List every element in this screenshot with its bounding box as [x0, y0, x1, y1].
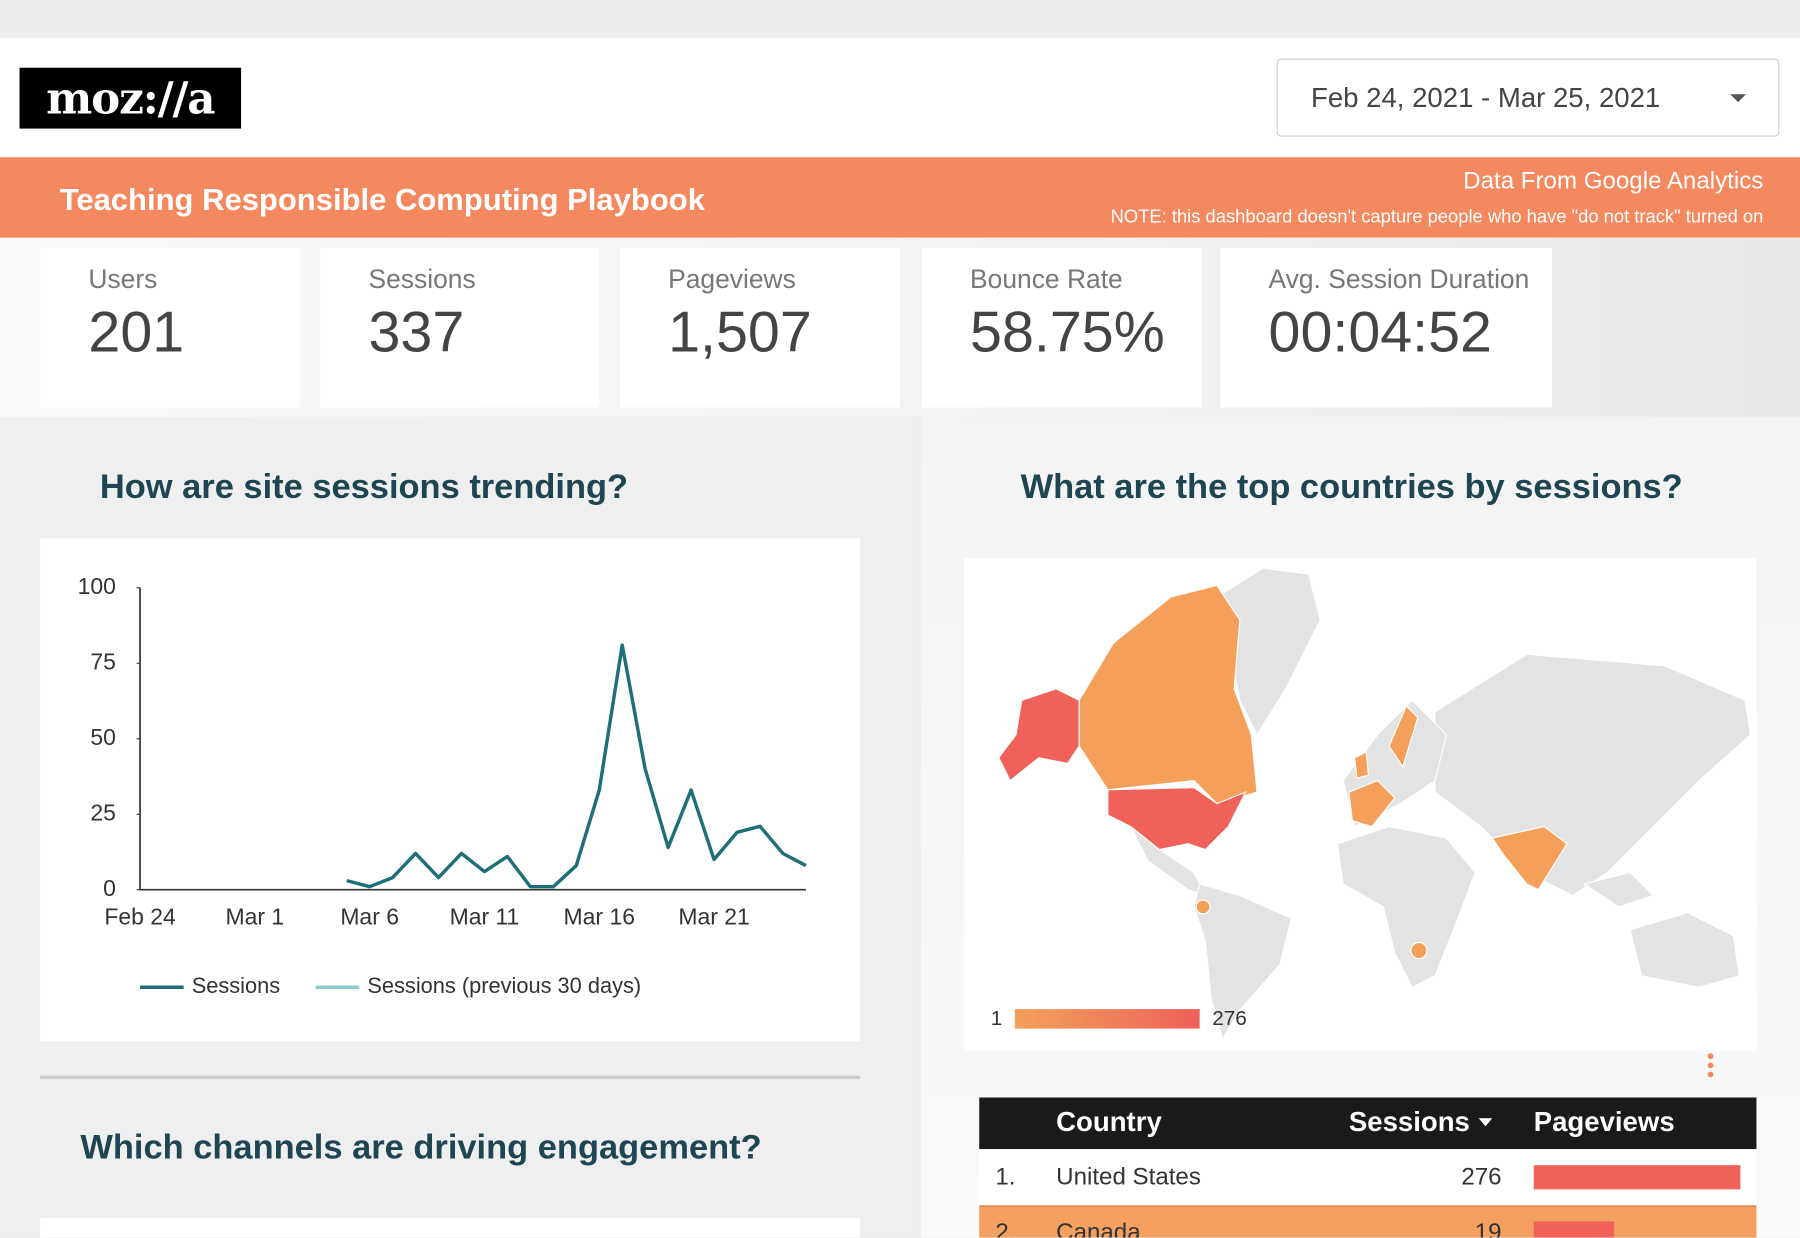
pageviews-bar — [1533, 1221, 1615, 1238]
kpi-value: 337 — [368, 299, 465, 364]
column-header: Pageviews — [1533, 1106, 1675, 1138]
banner-source: Data From Google Analytics — [1463, 167, 1764, 195]
kpi-value: 1,507 — [668, 299, 812, 364]
kpi-card: Bounce Rate 58.75% — [921, 247, 1202, 408]
kpi-card: Avg. Session Duration 00:04:52 — [1220, 247, 1553, 408]
country: Canada — [1056, 1219, 1141, 1238]
column-header: Country — [1056, 1106, 1162, 1138]
x-tick-label: Mar 16 — [564, 903, 635, 929]
country: United States — [1056, 1164, 1201, 1191]
country-region — [1354, 751, 1370, 780]
country-region — [1078, 584, 1258, 805]
kpi-card: Sessions 337 — [320, 247, 600, 408]
country-region — [1410, 941, 1428, 960]
country-region — [1388, 705, 1419, 769]
x-tick-label: Mar 1 — [226, 903, 285, 929]
caret — [1730, 94, 1747, 103]
sessions: 19 — [1474, 1219, 1502, 1238]
banner-note: NOTE: this dashboard doesn't capture peo… — [1110, 207, 1764, 228]
menu-dots[interactable] — [1707, 1053, 1714, 1078]
date-picker[interactable]: Feb 24, 2021 - Mar 25, 2021 — [1276, 58, 1780, 137]
y-tick-label: 0 — [103, 875, 116, 901]
kpi-card: Pageviews 1,507 — [619, 247, 901, 408]
kpi-card: Users 201 — [40, 247, 300, 408]
x-tick-label: Mar 6 — [340, 903, 399, 929]
y-tick-label: 50 — [90, 724, 116, 750]
section-title: Which channels are driving engagement? — [80, 1128, 762, 1167]
logo-box: moz://a — [19, 67, 242, 129]
section-title: What are the top countries by sessions? — [1020, 468, 1683, 507]
kpi-value: 00:04:52 — [1268, 299, 1492, 364]
banner-title: Teaching Responsible Computing Playbook — [59, 182, 705, 217]
chart-card — [40, 538, 860, 1042]
channels-card — [40, 1218, 860, 1238]
x-tick-label: Feb 24 — [104, 903, 176, 929]
y-tick-label: 25 — [90, 799, 116, 825]
kpi-value: 58.75% — [970, 299, 1165, 364]
country-region — [998, 688, 1080, 782]
kpi-value: 201 — [88, 299, 185, 364]
country-region — [1107, 786, 1247, 851]
pageviews-bar — [1533, 1165, 1741, 1190]
table-header — [979, 1097, 1757, 1150]
land — [1629, 912, 1740, 988]
logo: moz://a — [46, 72, 215, 124]
divider — [40, 1075, 860, 1080]
color-scale — [1014, 1009, 1200, 1029]
section-title: How are site sessions trending? — [99, 468, 629, 507]
sort-icon — [1478, 1118, 1493, 1127]
sessions: 276 — [1461, 1164, 1502, 1191]
kpi-label: Avg. Session Duration — [1268, 264, 1530, 294]
legend-label: Sessions (previous 30 days) — [367, 973, 641, 998]
world-map — [998, 567, 1752, 1041]
x-tick-label: Mar 21 — [678, 903, 749, 929]
y-tick-label: 100 — [78, 573, 116, 599]
x-tick-label: Mar 11 — [450, 903, 520, 929]
y-tick-label: 75 — [90, 648, 116, 674]
kpi-label: Bounce Rate — [970, 264, 1123, 294]
date-range: Feb 24, 2021 - Mar 25, 2021 — [1311, 82, 1661, 114]
land — [1336, 825, 1476, 989]
table-row — [979, 1205, 1757, 1238]
kpi-label: Sessions — [368, 264, 476, 294]
land — [1582, 871, 1655, 908]
scale-min: 1 — [991, 1007, 1002, 1030]
rank: 2. — [995, 1219, 1016, 1238]
land — [1193, 883, 1293, 1041]
line — [346, 643, 807, 889]
legend-label: Sessions — [192, 973, 281, 998]
country-region — [1195, 899, 1211, 915]
land — [1434, 653, 1752, 897]
country-region — [1491, 825, 1568, 891]
kpi-label: Pageviews — [668, 264, 796, 294]
rank: 1. — [995, 1164, 1016, 1191]
banner: Teaching Responsible Computing Playbook … — [0, 157, 1800, 238]
column-header[interactable]: Sessions — [1348, 1106, 1470, 1138]
scale-max: 276 — [1212, 1007, 1246, 1030]
country-region — [1348, 779, 1396, 828]
kpi-label: Users — [88, 264, 158, 294]
